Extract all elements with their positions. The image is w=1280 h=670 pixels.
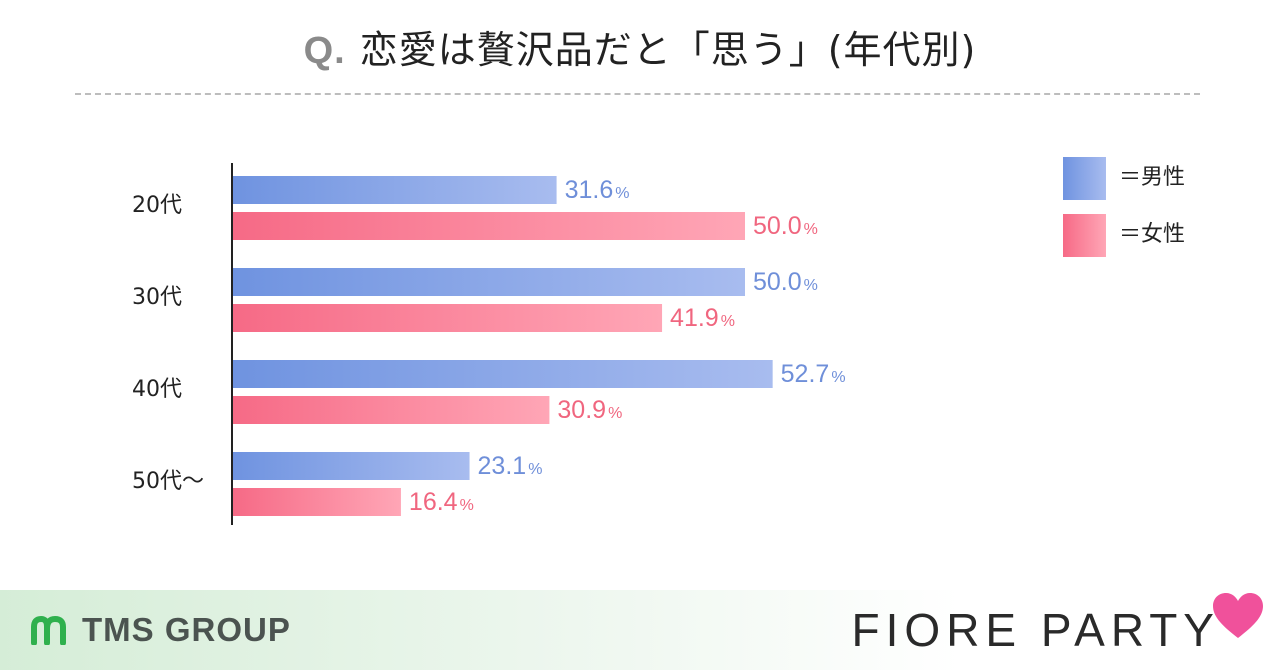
- bar-male: [233, 268, 745, 296]
- bar-male: [233, 360, 773, 388]
- data-label-unit: %: [804, 221, 818, 238]
- bar-female: [233, 396, 550, 424]
- data-label-value: 23.1: [478, 452, 527, 480]
- data-label-male: 23.1%: [478, 452, 543, 480]
- data-label-value: 30.9: [557, 396, 606, 424]
- data-label-female: 50.0%: [753, 212, 818, 240]
- data-label-unit: %: [615, 185, 629, 202]
- data-label-unit: %: [721, 313, 735, 330]
- legend-label-male: ＝男性: [1119, 165, 1186, 190]
- bar-male: [233, 176, 557, 204]
- data-label-value: 31.6: [565, 176, 614, 204]
- bar-male: [233, 452, 470, 480]
- category-label: 40代: [132, 377, 182, 402]
- category-label: 30代: [132, 285, 182, 310]
- legend-swatch-female: [1063, 214, 1106, 257]
- category-label: 20代: [132, 193, 182, 218]
- data-label-value: 50.0: [753, 268, 802, 296]
- bar-female: [233, 304, 663, 332]
- tms-group-text: TMS GROUP: [82, 611, 291, 648]
- data-label-male: 31.6%: [565, 176, 630, 204]
- data-label-unit: %: [831, 369, 845, 386]
- fiore-party-logo-text: FIORE PARTY: [851, 604, 1220, 656]
- bar-female: [233, 488, 401, 516]
- data-label-unit: %: [608, 405, 622, 422]
- data-label-value: 50.0: [753, 212, 802, 240]
- data-label-value: 52.7: [781, 360, 830, 388]
- data-label-unit: %: [804, 277, 818, 294]
- data-label-unit: %: [528, 461, 542, 478]
- chart-title-text: 恋愛は贅沢品だと「思う」(年代別): [359, 28, 977, 72]
- data-label-female: 41.9%: [670, 304, 735, 332]
- data-label-male: 52.7%: [781, 360, 846, 388]
- heart-icon: [1213, 593, 1263, 638]
- data-label-male: 50.0%: [753, 268, 818, 296]
- tms-group-logo: TMS GROUP: [30, 608, 291, 652]
- category-label: 50代〜: [132, 469, 204, 494]
- footer-banner: TMS GROUP FIORE PARTY: [0, 590, 1280, 670]
- title-divider: [75, 93, 1200, 95]
- data-label-unit: %: [460, 497, 474, 514]
- question-mark-label: Q.: [303, 30, 346, 72]
- legend-swatch-male: [1063, 157, 1106, 200]
- legend-label-female: ＝女性: [1119, 222, 1186, 247]
- bar-female: [233, 212, 745, 240]
- data-label-female: 30.9%: [557, 396, 622, 424]
- chart-title: Q. 恋愛は贅沢品だと「思う」(年代別): [0, 22, 1280, 79]
- data-label-value: 41.9: [670, 304, 719, 332]
- data-label-female: 16.4%: [409, 488, 474, 516]
- tms-leaf-icon: [31, 615, 66, 645]
- data-label-value: 16.4: [409, 488, 458, 516]
